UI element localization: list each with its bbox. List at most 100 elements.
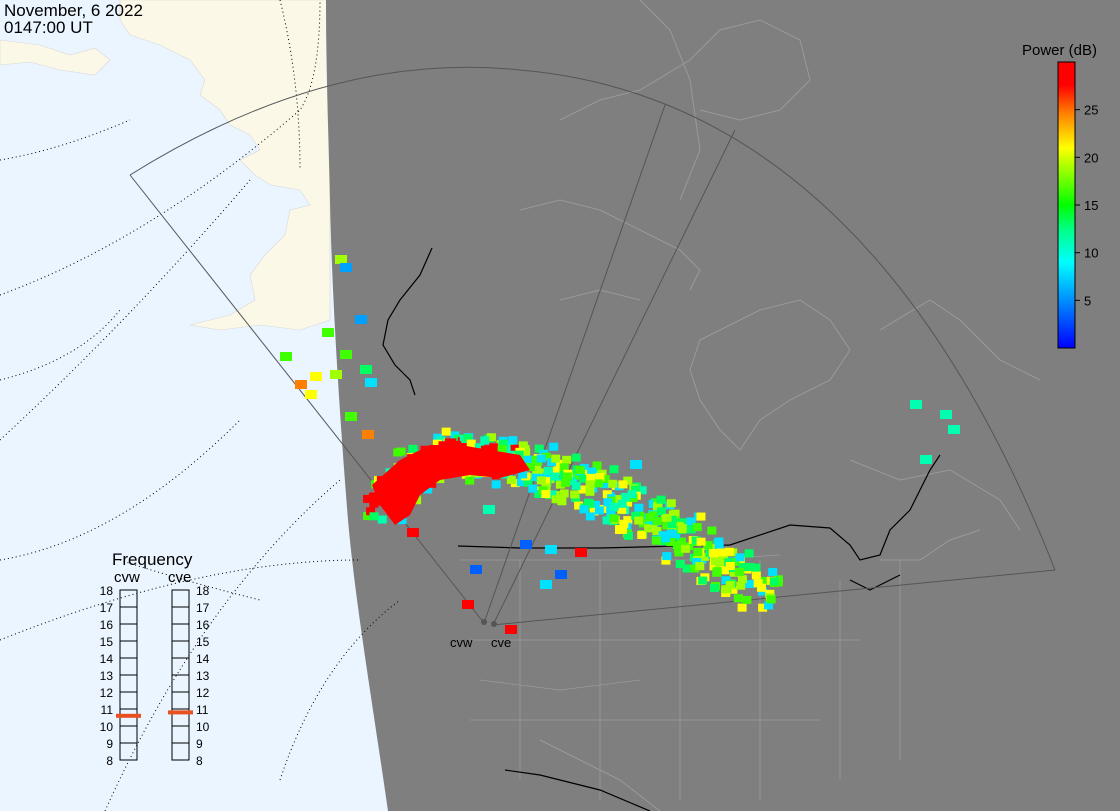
echo-cell (577, 485, 587, 494)
frequency-marker-cve (168, 710, 193, 715)
echo-cell (483, 505, 495, 514)
echo-cell (345, 412, 357, 421)
site-cvw-marker (481, 619, 487, 625)
echo-cell (725, 561, 735, 570)
echo-cell (595, 472, 605, 481)
frequency-tick-left: 8 (106, 754, 113, 768)
colorbar-gradient (1057, 61, 1076, 349)
echo-cell (714, 537, 724, 546)
echo-cell (366, 507, 376, 516)
echo-cell (585, 487, 595, 496)
echo-cell (631, 485, 641, 494)
echo-cell (408, 444, 418, 453)
echo-cell (532, 465, 542, 474)
echo-cell (363, 494, 373, 503)
date-label: November, 6 2022 (4, 1, 143, 20)
echo-cell (662, 552, 672, 561)
echo-cell (617, 499, 627, 508)
echo-cell (591, 500, 601, 509)
echo-cell (615, 525, 627, 534)
echo-cell (396, 447, 406, 456)
echo-cell (744, 549, 754, 558)
echo-cell (585, 480, 595, 489)
echo-cell (621, 492, 631, 501)
echo-cell (541, 452, 551, 461)
echo-cell (751, 571, 761, 580)
siberia-land (0, 39, 111, 76)
echo-cell (508, 436, 518, 445)
echo-cell (489, 443, 499, 452)
frequency-tick-left: 18 (100, 584, 114, 598)
echo-cell (637, 486, 647, 495)
echo-cell (661, 556, 671, 565)
echo-cell (742, 595, 752, 604)
echo-cell (609, 465, 619, 474)
echo-cell (716, 548, 726, 557)
echo-cell (557, 497, 567, 506)
echo-cell (686, 517, 696, 526)
echo-cell (745, 579, 755, 588)
echo-cell (554, 459, 564, 468)
echo-cell (721, 576, 731, 585)
echo-cell (516, 478, 526, 487)
frequency-cvw-label: cvw (114, 569, 140, 586)
echo-cell (623, 498, 633, 507)
alaska-land (119, 0, 331, 331)
echo-cell (695, 562, 705, 571)
echo-cell (369, 499, 379, 508)
echo-cell (423, 485, 433, 494)
echo-cell (657, 507, 667, 516)
frequency-tick-right: 15 (196, 635, 210, 649)
site-cve-marker (491, 621, 497, 627)
echo-cell (730, 557, 740, 566)
site-cve-label: cve (491, 635, 511, 650)
echo-cell (340, 263, 352, 272)
echo-cell (690, 564, 700, 573)
echo-cell (735, 553, 745, 562)
echo-cell (528, 484, 538, 493)
echo-cell (737, 603, 747, 612)
echo-cell (540, 580, 552, 589)
echo-cell (623, 476, 633, 485)
echo-cell (579, 474, 589, 483)
frequency-tick-right: 8 (196, 754, 203, 768)
echo-cell (698, 576, 708, 585)
colorbar-tick-label: 5 (1084, 293, 1091, 308)
echo-cell (497, 445, 507, 454)
echo-cell (948, 425, 960, 434)
echo-cell (504, 440, 514, 449)
colorbar-tick-label: 10 (1084, 246, 1098, 261)
echo-cell (574, 501, 584, 510)
echo-cell (465, 476, 475, 485)
echo-cell (618, 480, 628, 489)
echo-cell (652, 517, 662, 526)
frequency-tick-right: 16 (196, 618, 210, 632)
echo-cell (652, 502, 662, 511)
echo-cell (608, 479, 618, 488)
echo-cell (340, 350, 352, 359)
echo-cell (579, 505, 589, 514)
echo-cell (666, 529, 676, 538)
echo-cell (712, 567, 722, 576)
echo-cell (520, 445, 530, 454)
echo-cell (662, 513, 672, 522)
colorbar-tick-label: 25 (1084, 103, 1098, 118)
echo-cell (667, 520, 677, 529)
echo-cell (720, 566, 730, 575)
echo-cell (377, 515, 387, 524)
echo-cell (627, 490, 637, 499)
echo-cell (756, 583, 766, 592)
echo-cell (542, 472, 552, 481)
echo-cell (550, 466, 560, 475)
echo-cell (709, 562, 719, 571)
frequency-tick-left: 11 (101, 703, 114, 717)
echo-cell (560, 478, 570, 487)
echo-cell (589, 507, 599, 516)
echo-cell (531, 455, 541, 464)
echo-cell (466, 439, 476, 448)
echo-cell (547, 490, 557, 499)
frequency-tick-left: 12 (100, 686, 114, 700)
echo-cell (728, 585, 738, 594)
echo-cell (432, 439, 442, 448)
